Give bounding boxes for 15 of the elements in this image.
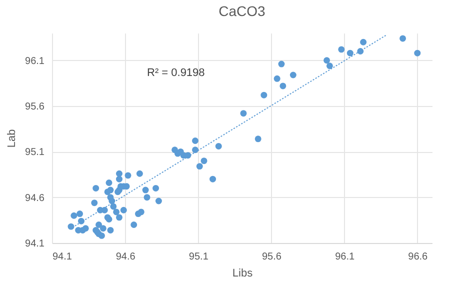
x-tick-label: 95.6 <box>262 252 282 262</box>
y-tick-label: 95.1 <box>25 147 45 158</box>
annotation: R² = 0.9198 <box>147 67 205 79</box>
x-tick-label: 95.1 <box>188 252 209 262</box>
x-tick-label: 96.6 <box>408 252 428 262</box>
x-tick-label: 94.6 <box>116 252 136 262</box>
y-tick-label: 96.1 <box>25 56 45 67</box>
y-axis-title: Lab <box>6 129 18 148</box>
x-tick-label: 94.1 <box>52 252 72 262</box>
y-tick-label: 95.6 <box>25 102 45 113</box>
x-axis-title: Libs <box>232 268 254 280</box>
y-tick-label: 94.1 <box>25 238 45 250</box>
x-tick-label: 96.1 <box>335 252 355 262</box>
y-tick-label: 94.6 <box>25 192 45 204</box>
chart-title: CaCO3 <box>218 3 266 19</box>
